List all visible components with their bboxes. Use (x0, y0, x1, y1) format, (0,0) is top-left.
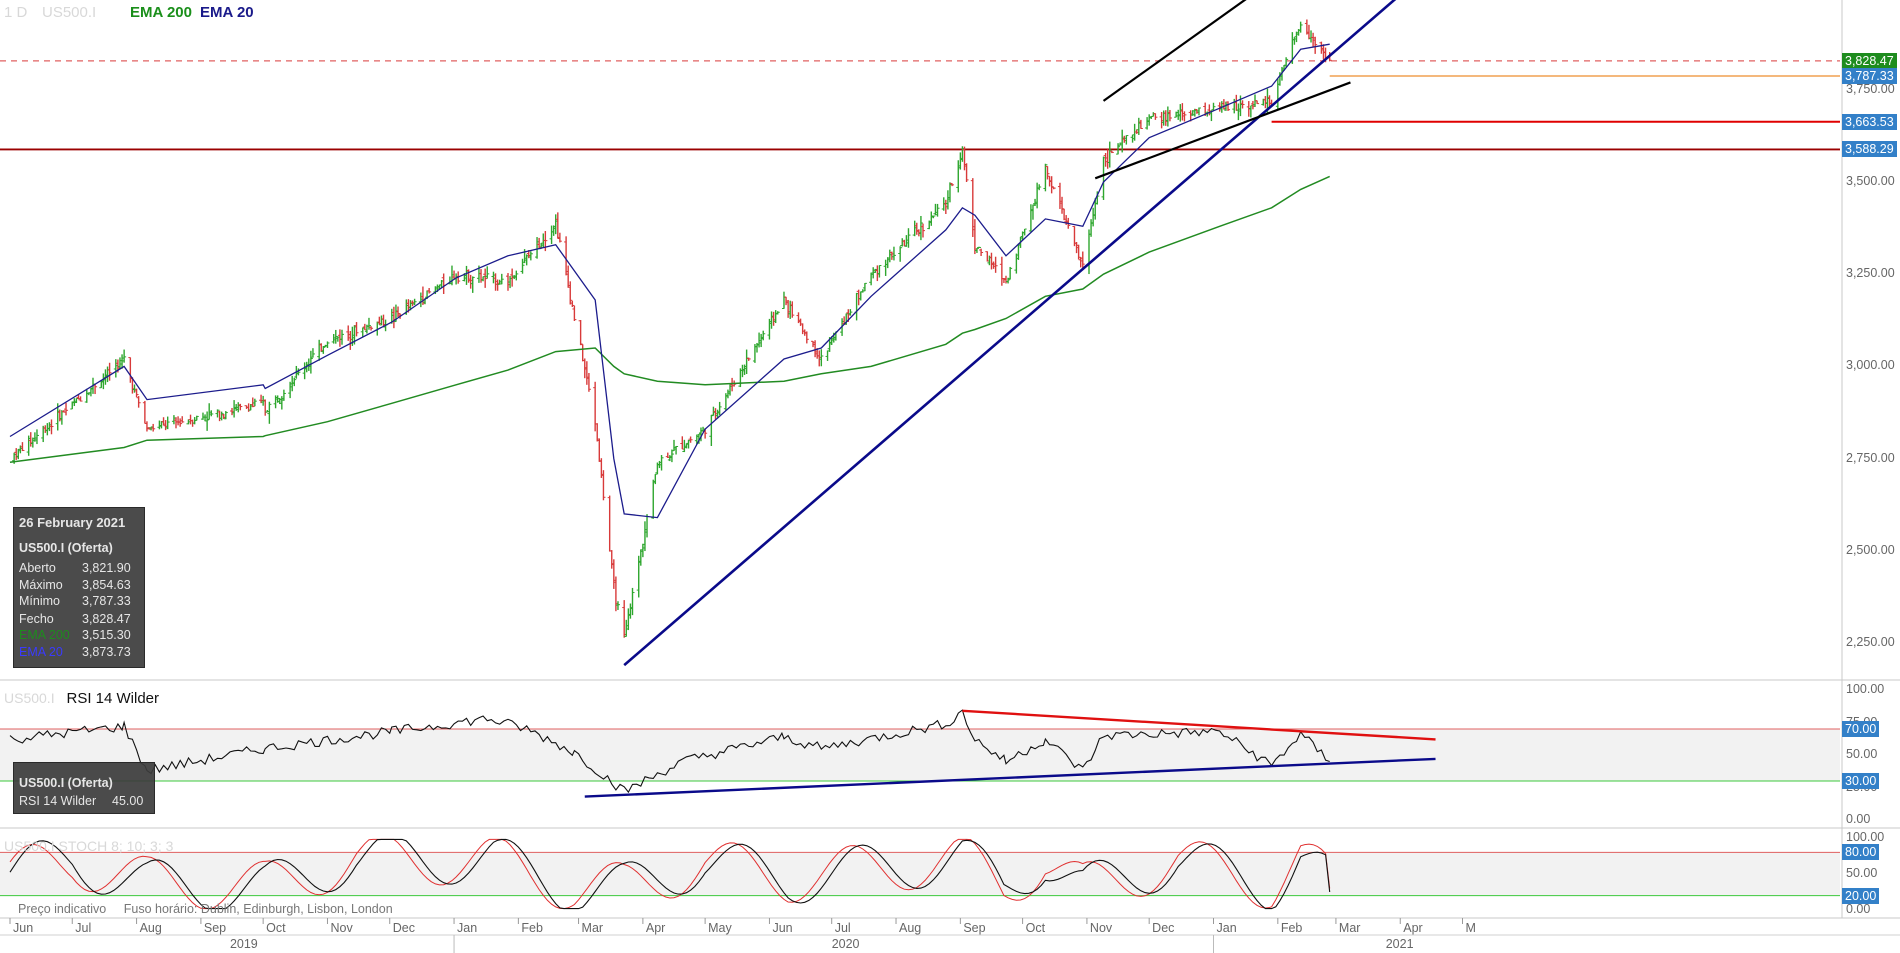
year-label: 2020 (831, 937, 860, 951)
price-tick-label: 3,500.00 (1846, 174, 1895, 188)
price-tag: 3,787.33 (1842, 68, 1897, 85)
year-label: 2021 (1385, 937, 1414, 951)
month-label: Nov (330, 921, 353, 935)
ema200-line (9, 175, 1331, 464)
blue-trendline (623, 0, 1397, 667)
rsi-red-trendline (962, 709, 1436, 741)
info-label-open: Aberto (19, 561, 56, 575)
month-label: Oct (1025, 921, 1046, 935)
rsi-tick-label: 50.00 (1846, 747, 1878, 761)
info-date: 26 February 2021 (19, 515, 126, 530)
info-instrument: US500.I (Oferta) (19, 541, 113, 555)
rsi-tick-label: 0.00 (1846, 812, 1871, 826)
month-label: Mar (1338, 921, 1361, 935)
rsi-info-box: US500.I (Oferta) RSI 14 Wilder 45.00 (13, 762, 155, 814)
rsi-level-tag: 30.00 (1842, 773, 1880, 789)
info-value-low: 3,787.33 (82, 594, 131, 608)
footer-note: Preço indicativo Fuso horário: Dublin, E… (18, 902, 407, 916)
month-label: May (708, 921, 732, 935)
price-tag: 3,588.29 (1842, 141, 1897, 158)
stoch-d-line (9, 838, 1331, 910)
stoch-tick-label: 100.00 (1846, 830, 1885, 844)
ema200-legend[interactable]: EMA 200 (130, 4, 192, 21)
rsi-box-instrument: US500.I (Oferta) (19, 776, 113, 790)
month-label: Jan (1216, 921, 1237, 935)
month-label: Apr (1403, 921, 1423, 935)
channel-line (1094, 81, 1351, 180)
chart-legend: 1 D US500.I EMA 200 EMA 20 (0, 0, 1840, 26)
info-label-high: Máximo (19, 578, 63, 592)
price-tick-label: 2,500.00 (1846, 542, 1895, 557)
info-value-close: 3,828.47 (82, 612, 131, 626)
month-label: M (1465, 921, 1476, 935)
month-label: Sep (963, 921, 986, 935)
stoch-band (0, 852, 1840, 896)
month-label: Jul (834, 921, 851, 935)
month-label: Feb (1280, 921, 1303, 935)
price-tick-label: 3,000.00 (1846, 358, 1895, 373)
indicative-price-note: Preço indicativo (18, 902, 107, 916)
price-tick-label: 3,750.00 (1846, 81, 1895, 96)
info-label-ema20: EMA 20 (19, 645, 63, 659)
stoch-panel-title: US500.I STOCH 8; 10; 3; 3 (4, 838, 173, 854)
info-value-high: 3,854.63 (82, 578, 131, 592)
month-label: Apr (645, 921, 666, 935)
ohlc-info-box: 26 February 2021 US500.I (Oferta) Aberto… (13, 507, 145, 668)
month-label: Sep (203, 921, 227, 935)
ema20-line (9, 43, 1330, 519)
month-label: Jan (457, 921, 478, 935)
rsi-title: RSI 14 Wilder (66, 690, 160, 707)
timeframe-label: 1 D (4, 4, 28, 21)
price-tick-label: 2,750.00 (1846, 450, 1895, 465)
ema20-legend[interactable]: EMA 20 (200, 4, 254, 21)
rsi-box-label: RSI 14 Wilder (19, 794, 97, 808)
month-label: Dec (1152, 921, 1175, 935)
month-label: Nov (1089, 921, 1113, 935)
month-label: Aug (899, 921, 922, 935)
month-label: Feb (521, 921, 543, 935)
stoch-title: US500.I STOCH 8; 10; 3; 3 (4, 838, 174, 854)
rsi-blue-trendline (584, 757, 1436, 798)
year-label: 2019 (229, 937, 258, 951)
info-label-close: Fecho (19, 612, 54, 626)
price-tag: 3,663.53 (1842, 113, 1897, 130)
month-label: Dec (392, 921, 415, 935)
info-value-ema20: 3,873.73 (82, 645, 131, 659)
rsi-box-value: 45.00 (112, 794, 144, 808)
info-value-ema200: 3,515.30 (82, 628, 131, 642)
price-tag: 3,828.47 (1842, 52, 1897, 69)
info-label-low: Mínimo (19, 594, 60, 608)
symbol-label: US500.I (42, 4, 97, 21)
rsi-symbol: US500.I (4, 690, 55, 706)
rsi-level-tag: 70.00 (1842, 721, 1880, 737)
rsi-tick-label: 100.00 (1846, 682, 1885, 696)
stoch-tick-label: 50.00 (1846, 866, 1878, 880)
month-label: Jun (772, 921, 793, 935)
month-label: Mar (581, 921, 604, 935)
stoch-level-tag: 80.00 (1842, 844, 1880, 861)
rsi-line (9, 709, 1330, 794)
timezone-note: Fuso horário: Dublin, Edinburgh, Lisbon,… (123, 902, 393, 916)
info-label-ema200: EMA 200 (19, 628, 70, 642)
price-tick-label: 2,250.00 (1846, 635, 1895, 649)
rsi-panel-title-group: US500.I RSI 14 Wilder (4, 690, 159, 707)
month-label: Aug (139, 921, 162, 935)
stoch-k-line (9, 838, 1331, 910)
info-value-open: 3,821.90 (82, 561, 131, 575)
month-label: Jun (13, 921, 34, 935)
stoch-level-tag: 20.00 (1842, 887, 1880, 904)
price-tick-label: 3,250.00 (1846, 266, 1895, 281)
channel-line (1102, 0, 1247, 102)
rsi-band (0, 729, 1840, 781)
month-label: Jul (75, 921, 92, 935)
ohlc-bars (12, 19, 1332, 638)
stoch-tick-label: 0.00 (1846, 902, 1871, 916)
month-label: Oct (266, 921, 286, 935)
